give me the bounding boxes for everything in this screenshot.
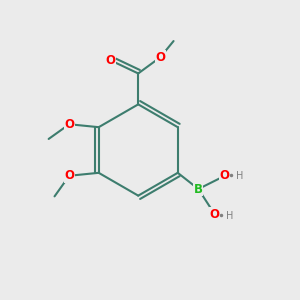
Text: B: B [194, 182, 203, 196]
Text: O: O [64, 169, 74, 182]
Text: O: O [220, 169, 230, 182]
Text: O: O [155, 51, 165, 64]
Text: O: O [105, 54, 115, 67]
Text: O: O [210, 208, 220, 220]
Text: O: O [64, 118, 74, 131]
Text: H: H [236, 171, 243, 181]
Text: H: H [226, 211, 233, 220]
